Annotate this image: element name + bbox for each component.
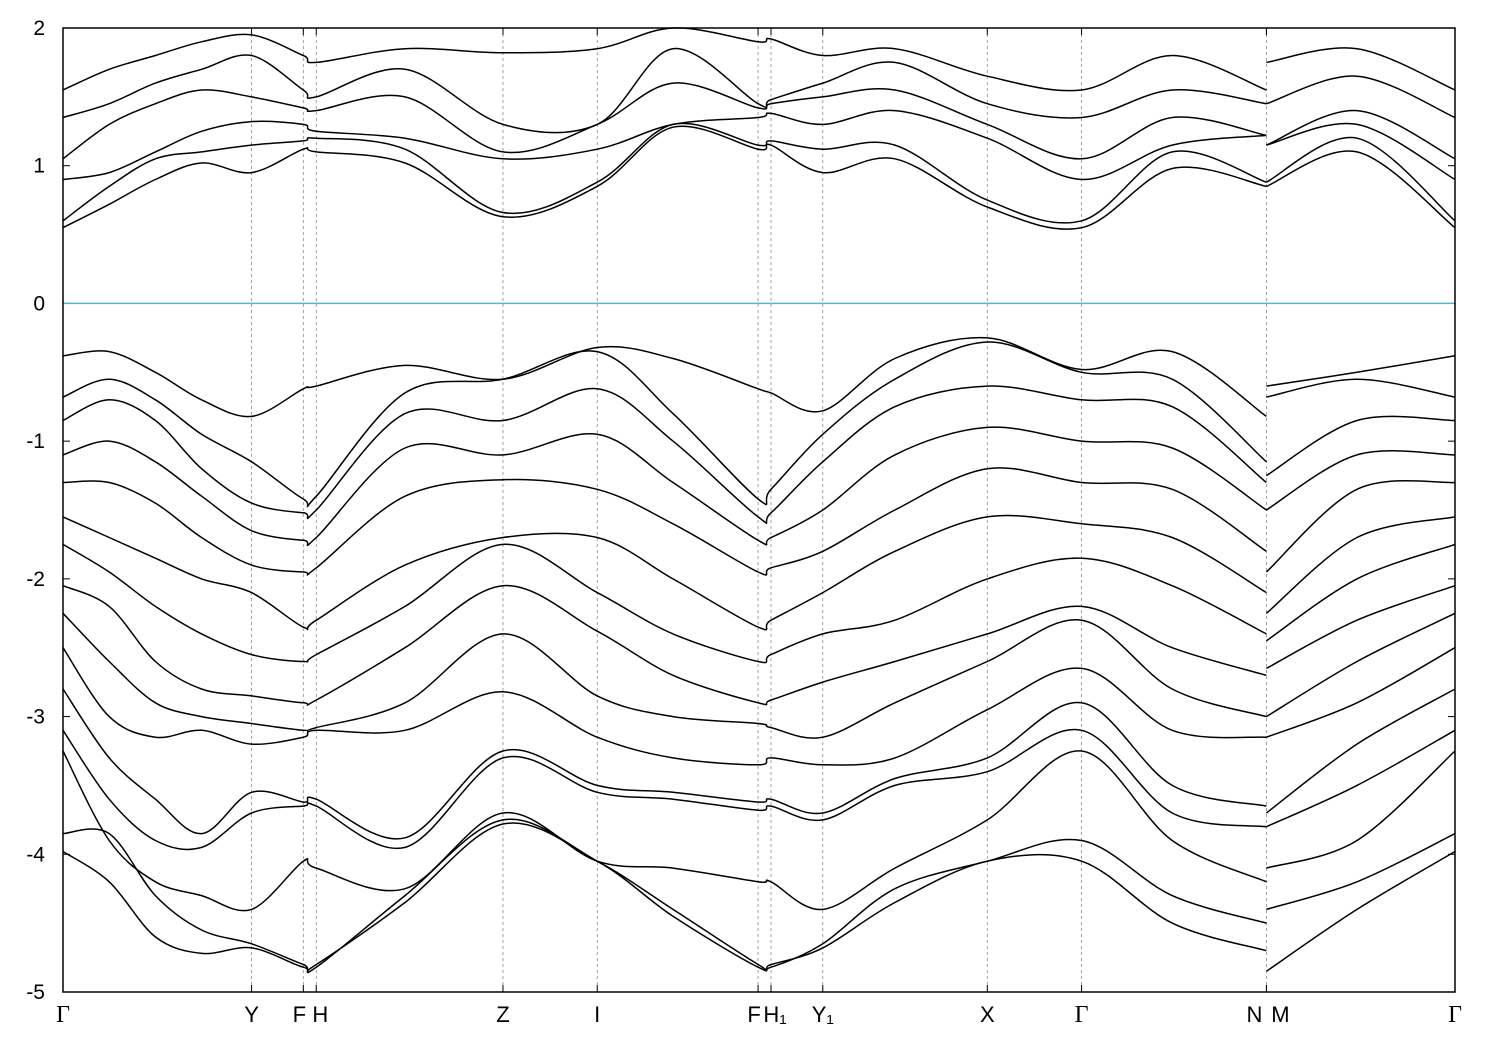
band-line: [62, 426, 1456, 547]
band-line: [62, 750, 1456, 912]
band-line: [62, 336, 1456, 418]
plot-frame: [62, 27, 1456, 993]
band-line: [62, 818, 1456, 974]
x-tick-label: Z: [496, 1002, 509, 1027]
y-tick-label: 2: [33, 17, 45, 40]
x-tick-label: Γ: [56, 1002, 70, 1028]
x-tick-label: F: [293, 1002, 306, 1027]
y-axis: 2 1 0 -1 -2 -3 -4 -5: [26, 17, 1455, 1004]
y-tick-label: 0: [33, 292, 45, 315]
band-line: [62, 822, 1456, 972]
band-line: [62, 122, 1456, 224]
band-line: [62, 647, 1456, 766]
band-line: [62, 514, 1456, 631]
x-tick-label: H₁: [763, 1002, 786, 1027]
band-line: [62, 27, 1456, 92]
x-tick-label: Y₁: [812, 1002, 834, 1027]
x-tick-label: M: [1271, 1002, 1289, 1027]
x-tick-label: X: [980, 1002, 995, 1027]
x-tick-label: Γ: [1075, 1002, 1089, 1028]
band-line: [62, 341, 1456, 508]
x-tick-label: Γ: [1448, 1002, 1462, 1028]
band-line: [62, 467, 1456, 576]
y-tick-label: -3: [26, 706, 45, 729]
x-tick-label: N: [1246, 1002, 1262, 1027]
y-tick-label: 1: [33, 155, 45, 178]
y-tick-label: -4: [26, 843, 45, 866]
band-line: [62, 688, 1456, 840]
band-line: [62, 109, 1456, 181]
y-tick-label: -5: [26, 981, 45, 1004]
band-line: [62, 82, 1456, 160]
band-line: [62, 584, 1456, 706]
band-line: [62, 125, 1456, 230]
band-line: [62, 385, 1456, 524]
band-line: [62, 47, 1456, 134]
band-line: [62, 543, 1456, 664]
x-axis: Γ Y F H Z I F H₁ Y₁ X Γ N M Γ: [56, 28, 1462, 1028]
band-line: [62, 612, 1456, 739]
y-tick-label: -1: [26, 430, 45, 453]
y-tick-label: -2: [26, 568, 45, 591]
x-tick-label: I: [594, 1002, 600, 1027]
x-tick-label: F: [747, 1002, 760, 1027]
x-tick-label: Y: [244, 1002, 259, 1027]
band-series: [62, 27, 1456, 974]
x-tick-label: H: [312, 1002, 328, 1027]
band-line: [62, 728, 1456, 851]
